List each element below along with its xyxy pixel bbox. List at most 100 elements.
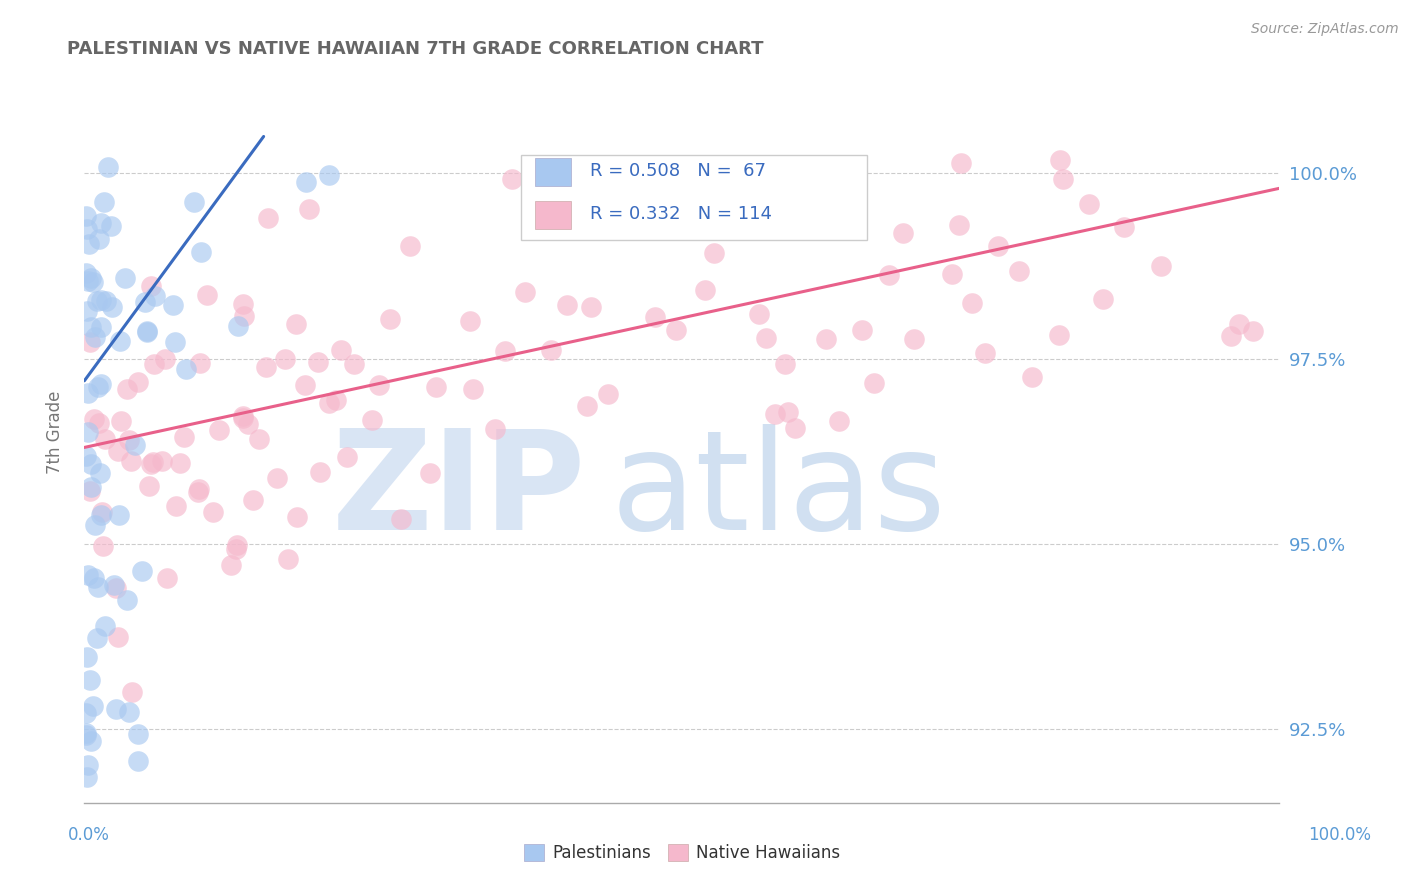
Point [136,325,159,339]
Point [309,465,332,479]
Point [155,571,177,585]
Point [90,508,112,522]
Point [851,323,873,337]
Point [266,471,288,485]
Point [110,414,132,428]
Point [419,467,441,481]
Point [962,295,984,310]
Point [114,271,136,285]
Point [94,432,117,446]
Point [515,285,537,299]
Point [75,449,97,463]
Point [86,294,108,309]
Point [76,770,98,784]
Point [86,632,108,646]
Point [77,236,100,251]
Point [557,298,579,312]
Point [77,386,100,401]
Text: ZIP: ZIP [332,425,586,559]
Point [298,202,321,216]
Point [86,379,108,393]
Point [763,408,786,422]
Point [77,274,100,288]
Text: Source: ZipAtlas.com: Source: ZipAtlas.com [1251,22,1399,37]
Point [703,246,725,260]
Point [755,331,778,345]
Point [75,267,97,281]
Point [183,195,205,210]
Point [1008,264,1031,278]
Point [325,393,347,408]
Point [83,571,105,585]
Point [242,492,264,507]
Point [361,413,384,427]
Point [80,271,103,285]
Point [77,567,100,582]
Point [79,480,101,494]
Point [87,416,110,430]
Point [863,376,886,390]
Point [139,279,162,293]
Point [86,580,108,594]
Point [127,727,149,741]
Point [1219,328,1241,343]
Text: 0.0%: 0.0% [67,826,110,844]
Legend: Palestinians, Native Hawaiians: Palestinians, Native Hawaiians [517,837,846,869]
Point [236,417,259,431]
Point [82,275,104,289]
Point [367,377,389,392]
Point [131,564,153,578]
Point [169,456,191,470]
Point [231,411,253,425]
Point [79,483,101,498]
Text: atlas: atlas [610,425,946,559]
Point [226,319,249,334]
Point [80,458,103,472]
Point [285,509,308,524]
Point [318,396,340,410]
Point [90,320,112,334]
Point [1150,259,1173,273]
Point [814,332,837,346]
Point [90,377,112,392]
Point [460,314,482,328]
Point [83,518,105,533]
Point [80,734,103,748]
Point [294,378,316,392]
Point [581,300,603,314]
Point [124,438,146,452]
Point [104,581,127,595]
Point [101,301,124,315]
Point [233,309,256,323]
Point [219,558,242,572]
Point [187,482,209,496]
Point [208,423,231,437]
Point [153,352,176,367]
Point [633,209,655,223]
Point [948,218,970,232]
Point [136,324,159,338]
Point [425,379,447,393]
Point [232,297,254,311]
Point [108,508,131,522]
Point [162,298,184,312]
Point [249,432,271,446]
Point [274,352,297,367]
Point [195,288,218,302]
Point [103,578,125,592]
Point [307,354,329,368]
Point [665,323,688,337]
Point [75,727,97,741]
Point [100,219,122,233]
Point [284,318,307,332]
Point [202,505,225,519]
Point [143,289,166,303]
Point [77,425,100,439]
Point [1243,324,1265,338]
Point [295,175,318,189]
Point [89,467,111,481]
Point [903,332,925,346]
Point [165,499,187,513]
Bar [534,201,571,229]
Point [110,334,132,348]
